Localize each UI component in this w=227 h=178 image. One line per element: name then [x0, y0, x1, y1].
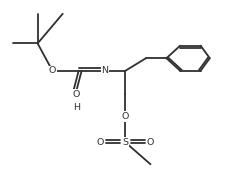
Text: H: H: [73, 103, 79, 112]
Text: O: O: [49, 66, 56, 75]
Text: S: S: [122, 138, 128, 147]
Text: O: O: [146, 138, 153, 147]
Text: O: O: [96, 138, 104, 147]
Text: O: O: [121, 112, 128, 121]
Text: O: O: [72, 90, 80, 98]
Text: N: N: [101, 66, 108, 75]
